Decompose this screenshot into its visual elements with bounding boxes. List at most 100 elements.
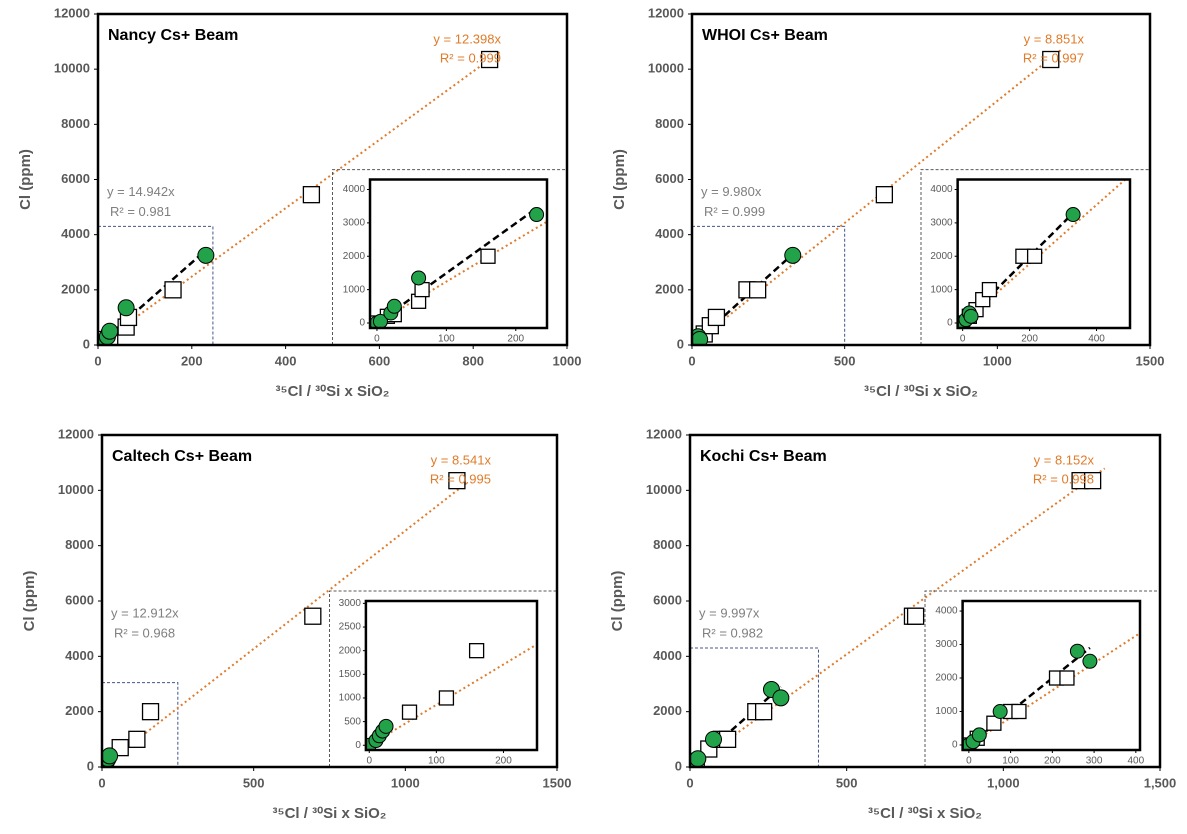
y-tick-label: 12000 <box>54 5 90 20</box>
trend-line <box>98 50 502 345</box>
square-point <box>1026 248 1043 264</box>
inset-y-tick-label: 2000 <box>930 251 953 262</box>
y-tick-label: 4000 <box>65 648 94 663</box>
x-tick-label: 1000 <box>391 775 420 790</box>
inset-y-tick-label: 0 <box>359 318 365 329</box>
square-point <box>1083 471 1102 490</box>
square-point <box>480 50 499 69</box>
circle-point <box>101 322 119 340</box>
y-tick-label: 4000 <box>655 226 684 241</box>
y-tick-label: 8000 <box>61 116 90 131</box>
x-tick-label: 600 <box>369 353 391 368</box>
inset-plot <box>962 631 1140 750</box>
y-tick-label: 10000 <box>58 482 94 497</box>
y-tick-label: 8000 <box>653 537 682 552</box>
inset-y-tick-label: 500 <box>344 716 361 727</box>
inset-y-tick-label: 1000 <box>930 284 953 295</box>
circle-point <box>971 727 987 743</box>
trend-equation: y = 8.851x <box>1024 31 1085 46</box>
x-tick-label: 0 <box>94 353 101 368</box>
inset-frame <box>329 590 557 767</box>
y-tick-label: 6000 <box>655 171 684 186</box>
inset-border <box>368 178 549 330</box>
inset-y-tick-label: 1500 <box>339 669 362 680</box>
x-tick-label: 0 <box>98 775 105 790</box>
inset-y-tick-label: 2500 <box>339 622 362 633</box>
square-point <box>707 308 726 327</box>
panel-title: Caltech Cs+ Beam <box>112 448 252 465</box>
square-point <box>986 715 1002 731</box>
plot-border <box>690 12 1152 347</box>
y-axis-label: Cl (ppm) <box>21 571 38 632</box>
inset-frame <box>920 169 1150 345</box>
y-tick-label: 6000 <box>61 171 90 186</box>
inset-x-tick-label: 200 <box>495 756 512 767</box>
y-tick-label: 2000 <box>655 281 684 296</box>
inset-y-tick-label: 3000 <box>930 218 953 229</box>
y-tick-label: 8000 <box>65 537 94 552</box>
plot-border <box>96 12 569 347</box>
y-tick-label: 0 <box>83 336 90 351</box>
x-tick-label: 1,500 <box>1144 775 1177 790</box>
x-tick-label: 0 <box>686 775 693 790</box>
x-tick-label: 500 <box>243 775 265 790</box>
trend-r2: R² = 0.997 <box>1023 50 1084 65</box>
inset-x-tick-label: 100 <box>1002 756 1019 767</box>
inset-y-tick-label: 0 <box>947 318 953 329</box>
x-axis-label: ³⁵Cl / ³⁰Si x SiO₂ <box>868 805 982 822</box>
y-tick-label: 4000 <box>61 226 90 241</box>
circle-point <box>963 308 979 324</box>
x-tick-label: 800 <box>462 353 484 368</box>
inset-background <box>365 601 537 750</box>
main-plot <box>692 48 1063 345</box>
y-tick-label: 6000 <box>65 592 94 607</box>
circle-point <box>102 747 119 765</box>
square-point <box>438 690 455 706</box>
x-tick-label: 1000 <box>553 353 582 368</box>
y-axis-label: Cl (ppm) <box>611 149 628 210</box>
trend-equation: y = 9.980x <box>701 184 762 199</box>
y-tick-label: 2000 <box>61 281 90 296</box>
circle-point <box>1082 653 1098 669</box>
y-tick-label: 0 <box>677 336 684 351</box>
trend-r2: R² = 0.998 <box>1033 471 1094 486</box>
inset-y-tick-label: 4000 <box>343 184 366 195</box>
inset-x-tick-label: 300 <box>1086 756 1103 767</box>
y-tick-label: 12000 <box>648 5 684 20</box>
square-point <box>1042 50 1060 69</box>
circle-point <box>529 207 545 223</box>
inset-x-tick-label: 400 <box>1127 756 1144 767</box>
trend-r2: R² = 0.995 <box>430 471 491 486</box>
inset-y-tick-label: 1000 <box>343 284 366 295</box>
x-tick-label: 500 <box>836 775 858 790</box>
square-point <box>981 281 998 298</box>
inset-x-tick-label: 0 <box>966 756 972 767</box>
inset-y-tick-label: 0 <box>952 740 958 751</box>
trend-r2: R² = 0.982 <box>702 626 763 641</box>
x-tick-label: 400 <box>275 353 297 368</box>
inset-y-tick-label: 0 <box>355 740 361 751</box>
y-tick-label: 12000 <box>646 426 682 441</box>
main-plot <box>98 50 502 345</box>
square-point <box>1011 703 1027 720</box>
inset-y-tick-label: 1000 <box>339 693 362 704</box>
trend-equation: y = 9.997x <box>699 606 760 621</box>
y-tick-label: 2000 <box>653 703 682 718</box>
circle-point <box>992 703 1008 719</box>
x-tick-label: 1500 <box>543 775 572 790</box>
circle-point <box>386 298 402 314</box>
square-point <box>128 730 146 748</box>
circle-point <box>705 730 722 748</box>
circle-point <box>411 270 427 286</box>
circle-point <box>1065 207 1081 223</box>
circle-point <box>372 313 388 328</box>
inset-x-tick-label: 0 <box>960 334 966 345</box>
inset-border <box>961 599 1142 752</box>
y-tick-label: 0 <box>87 758 94 773</box>
inset-plot <box>957 179 1127 328</box>
circle-point <box>378 718 394 734</box>
trend-r2: R² = 0.999 <box>704 204 765 219</box>
zoom-box <box>101 682 179 768</box>
y-tick-label: 4000 <box>653 648 682 663</box>
